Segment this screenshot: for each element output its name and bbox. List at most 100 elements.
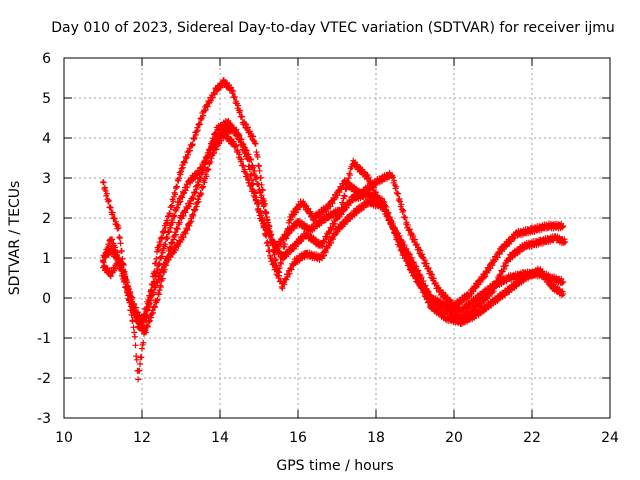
data-point	[151, 303, 158, 310]
data-point	[232, 143, 239, 150]
x-tick-label: 10	[55, 430, 73, 446]
y-tick-label: 6	[42, 51, 51, 67]
data-point	[148, 287, 155, 294]
data-point	[321, 248, 328, 255]
data-point	[400, 249, 407, 256]
data-point	[265, 219, 272, 226]
y-tick-label: -3	[37, 411, 51, 427]
data-point	[102, 252, 109, 259]
data-point	[251, 189, 258, 196]
plot-points	[100, 77, 569, 383]
data-point	[504, 239, 511, 246]
data-point	[417, 281, 424, 288]
data-point	[169, 250, 176, 257]
y-tick-label: 0	[42, 291, 51, 307]
data-point	[365, 174, 372, 181]
data-point	[257, 189, 264, 196]
data-point	[144, 323, 151, 330]
data-point	[193, 203, 200, 210]
y-tick-label: 2	[42, 211, 51, 227]
data-point	[170, 236, 177, 243]
data-point	[161, 228, 168, 235]
data-point	[169, 219, 176, 226]
data-point	[295, 206, 301, 213]
data-point	[248, 177, 255, 184]
data-point	[165, 229, 172, 236]
data-point	[169, 239, 176, 246]
data-point	[159, 267, 166, 274]
data-point	[164, 235, 171, 242]
data-point	[338, 185, 345, 192]
data-point	[172, 191, 179, 198]
data-point	[284, 273, 291, 280]
data-point	[322, 249, 329, 256]
data-point	[117, 240, 124, 247]
y-tick-label: -1	[37, 331, 51, 347]
data-point	[338, 211, 345, 218]
data-point	[100, 259, 107, 266]
data-point	[168, 240, 175, 247]
chart-title: Day 010 of 2023, Sidereal Day-to-day VTE…	[51, 20, 615, 36]
series-track-4	[100, 124, 567, 326]
data-point	[178, 165, 185, 172]
data-point	[116, 234, 123, 241]
data-point	[150, 309, 157, 316]
y-axis-label: SDTVAR / TECUs	[7, 181, 23, 296]
data-point	[132, 342, 139, 349]
data-point	[404, 256, 411, 263]
data-point	[397, 242, 404, 249]
data-point	[559, 224, 566, 231]
data-point	[266, 247, 273, 254]
data-point	[131, 329, 138, 336]
data-point	[126, 286, 132, 293]
x-tick-label: 20	[445, 430, 463, 446]
data-point	[388, 173, 395, 180]
data-point	[341, 193, 348, 200]
data-point	[255, 181, 262, 188]
data-point	[230, 138, 237, 145]
data-point	[153, 297, 160, 304]
data-point	[139, 319, 146, 326]
data-point	[400, 207, 407, 214]
data-point	[183, 227, 190, 234]
data-point	[282, 241, 288, 248]
data-point	[142, 329, 149, 336]
data-point	[166, 210, 173, 217]
data-point	[163, 220, 170, 227]
data-point	[170, 198, 177, 205]
data-point	[410, 232, 417, 239]
data-point	[387, 216, 394, 223]
data-point	[217, 134, 223, 141]
data-point	[191, 173, 197, 180]
data-point	[319, 253, 326, 260]
data-point	[107, 273, 114, 280]
data-point	[166, 244, 173, 251]
data-point	[143, 304, 150, 311]
data-point	[391, 177, 398, 184]
data-point	[207, 158, 214, 165]
data-point	[130, 324, 137, 331]
data-point	[195, 198, 202, 205]
data-point	[116, 254, 123, 261]
data-point	[489, 262, 496, 269]
data-point	[248, 171, 255, 178]
data-point	[199, 184, 206, 191]
data-point	[105, 197, 112, 204]
data-point	[171, 213, 178, 220]
data-point	[120, 267, 127, 274]
data-point	[254, 153, 261, 160]
data-point	[329, 200, 336, 207]
data-point	[321, 252, 327, 259]
data-point	[200, 112, 207, 119]
data-point	[141, 312, 148, 319]
data-point	[200, 183, 207, 190]
x-tick-label: 14	[211, 430, 229, 446]
data-point	[381, 199, 388, 206]
data-point	[334, 192, 341, 199]
data-point	[152, 273, 159, 280]
data-point	[225, 117, 232, 124]
data-point	[482, 273, 489, 280]
data-point	[413, 241, 420, 248]
data-point	[373, 189, 379, 196]
data-point	[194, 199, 201, 206]
